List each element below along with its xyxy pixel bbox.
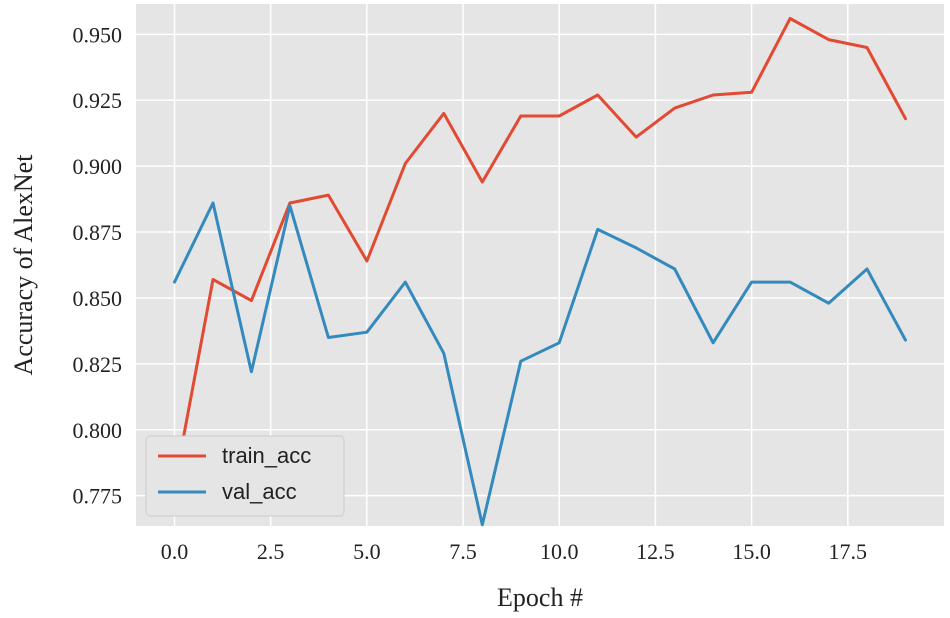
series-lines [173, 17, 907, 527]
y-tick-label: 0.825 [73, 352, 123, 377]
y-tick-labels: 0.775 0.800 0.825 0.850 0.875 0.900 0.925 0.950 [73, 22, 123, 508]
y-tick-label: 0.925 [73, 88, 123, 113]
legend-label-train-acc: train_acc [222, 443, 311, 468]
y-tick-label: 0.775 [73, 484, 123, 509]
series-line-train-acc [173, 17, 907, 487]
x-tick-label: 5.0 [353, 539, 381, 564]
y-tick-label: 0.800 [73, 418, 123, 443]
x-tick-label: 0.0 [161, 539, 189, 564]
y-tick-label: 0.900 [73, 154, 123, 179]
x-tick-label: 10.0 [540, 539, 579, 564]
x-tick-label: 7.5 [449, 539, 477, 564]
x-tick-labels: 0.0 2.5 5.0 7.5 10.0 12.5 15.0 17.5 [161, 539, 867, 564]
grid [136, 4, 944, 526]
x-tick-label: 17.5 [829, 539, 868, 564]
y-tick-label: 0.875 [73, 220, 123, 245]
x-tick-label: 12.5 [636, 539, 675, 564]
x-tick-label: 15.0 [732, 539, 771, 564]
x-tick-label: 2.5 [257, 539, 285, 564]
x-axis-label: Epoch # [497, 583, 583, 612]
y-tick-label: 0.950 [73, 22, 123, 47]
legend: train_acc val_acc [145, 435, 345, 517]
series-line-val-acc [173, 201, 907, 527]
legend-label-val-acc: val_acc [222, 479, 297, 504]
y-tick-label: 0.850 [73, 286, 123, 311]
y-axis-label: Accuracy of AlexNet [9, 154, 38, 376]
